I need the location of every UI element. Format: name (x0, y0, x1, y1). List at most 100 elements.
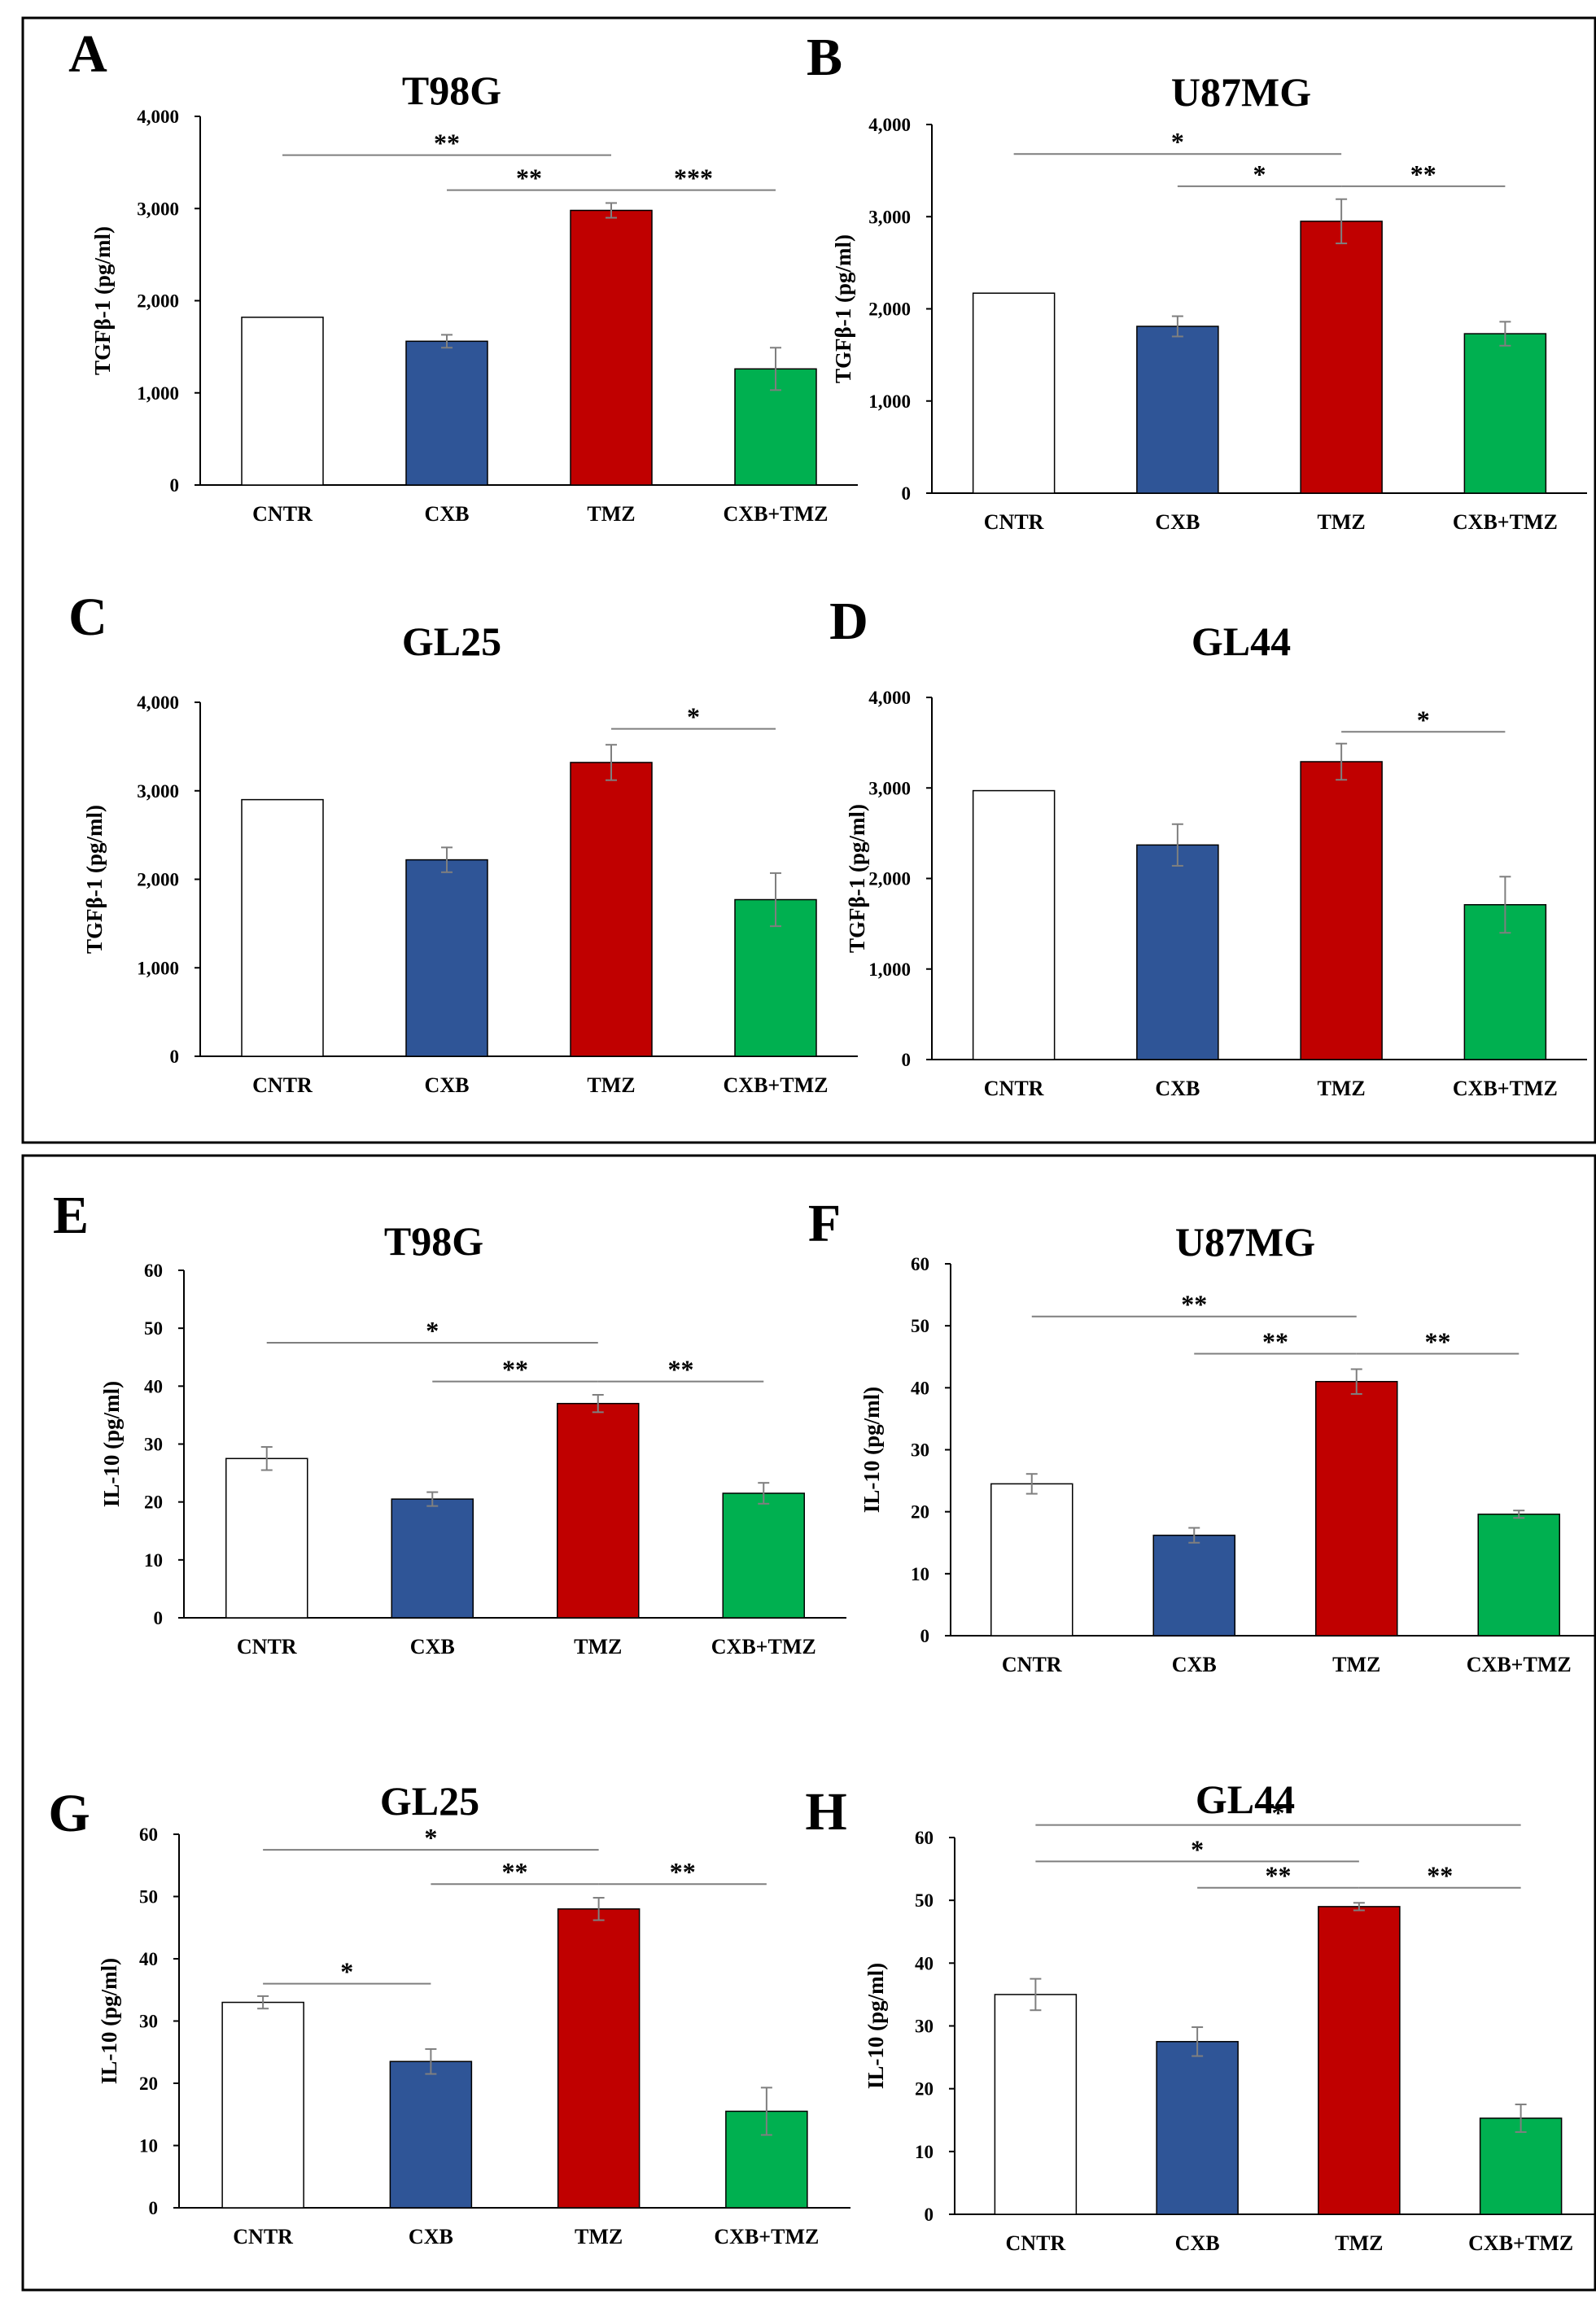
y-tick-label: 3,000 (137, 781, 179, 802)
bar (389, 2060, 473, 2209)
y-tick-label: 2,000 (868, 869, 911, 889)
y-tick-label: 40 (144, 1376, 163, 1396)
x-category-label: TMZ (574, 1635, 622, 1658)
bar (405, 859, 488, 1057)
x-category-label: CXB (1175, 2231, 1220, 2255)
significance-label: ** (670, 1857, 696, 1886)
chart-panel-h: H GL44 IL-10 (pg/ml) 0 10 20 30 40 50 60 CNTR CXB TM… (805, 1776, 1596, 2255)
y-tick-label: 0 (920, 1626, 930, 1646)
bar (241, 317, 324, 486)
significance-label: ** (1181, 1290, 1207, 1319)
y-tick-label: 50 (911, 1316, 929, 1336)
x-category-label: CXB (1155, 1077, 1200, 1100)
x-category-label: CXB+TMZ (714, 2225, 819, 2248)
x-category-label: CXB+TMZ (1453, 510, 1558, 534)
y-tick-label: 0 (170, 1047, 180, 1067)
significance-label: ** (516, 164, 542, 193)
y-tick-label: 0 (902, 1050, 912, 1070)
panel-letter: A (68, 24, 107, 84)
panel-letter: B (807, 28, 842, 87)
chart-panel-c: C GL25 TGFβ-1 (pg/ml) 0 1,000 2,000 3,000 4,000… (68, 588, 858, 1097)
chart-title: GL25 (402, 618, 501, 664)
x-category-label: CNTR (252, 502, 313, 526)
y-tick-label: 3,000 (137, 199, 179, 219)
y-tick-label: 30 (915, 2017, 934, 2037)
y-tick-label: 50 (139, 1887, 158, 1908)
y-axis-label: TGFβ-1 (pg/ml) (831, 234, 855, 383)
significance-label: * (1171, 127, 1184, 156)
x-category-label: CXB+TMZ (1467, 1653, 1572, 1676)
panel-letter: F (808, 1194, 841, 1253)
y-tick-label: 40 (915, 1953, 934, 1973)
y-tick-label: 1,000 (137, 383, 179, 404)
chart-title: GL44 (1192, 618, 1291, 664)
x-category-label: CXB+TMZ (724, 1073, 829, 1097)
chart-panel-a: A T98G TGFβ-1 (pg/ml) 0 1,000 2,000 3,000 4,000… (68, 24, 858, 526)
bar (1318, 1906, 1401, 2215)
significance-label: ** (1410, 160, 1436, 189)
y-tick-label: 4,000 (868, 115, 911, 135)
y-tick-label: 1,000 (868, 391, 911, 412)
y-axis-label: IL-10 (pg/ml) (859, 1387, 884, 1513)
y-tick-label: 4,000 (137, 107, 179, 127)
y-tick-label: 2,000 (137, 291, 179, 312)
y-tick-label: 0 (170, 475, 180, 496)
x-category-label: CNTR (252, 1073, 313, 1097)
chart-panel-e: E T98G IL-10 (pg/ml) 0 10 20 30 40 50 60 CNTR CXB TM… (53, 1186, 846, 1658)
chart-title: T98G (384, 1218, 483, 1264)
chart-title: U87MG (1171, 69, 1311, 115)
panel-letter: E (53, 1186, 89, 1245)
bar (972, 789, 1056, 1060)
significance-label: * (340, 1957, 353, 1986)
y-tick-label: 60 (915, 1828, 934, 1848)
y-tick-label: 50 (915, 1890, 934, 1911)
y-tick-label: 0 (925, 2205, 934, 2225)
x-category-label: CNTR (984, 1077, 1044, 1100)
panel-letter: C (68, 588, 107, 647)
significance-label: ** (434, 129, 460, 158)
x-category-label: CXB (409, 2225, 453, 2248)
x-category-label: CXB+TMZ (711, 1635, 816, 1658)
bar (557, 1908, 641, 2209)
panel-letter: H (805, 1782, 846, 1842)
y-tick-label: 10 (911, 1564, 929, 1584)
y-tick-label: 0 (149, 2198, 159, 2218)
bar (405, 340, 488, 486)
significance-label: ** (502, 1355, 528, 1384)
y-axis-label: TGFβ-1 (pg/ml) (82, 805, 107, 954)
bar (391, 1498, 474, 1619)
y-tick-label: 1,000 (868, 959, 911, 980)
y-axis-label: IL-10 (pg/ml) (99, 1381, 124, 1507)
x-category-label: CXB (1172, 1653, 1217, 1676)
bar (1477, 1513, 1560, 1637)
significance-label: ** (1262, 1326, 1288, 1356)
frame-il10 (21, 1154, 1596, 2292)
x-category-label: CXB (1155, 510, 1200, 534)
significance-label: * (426, 1316, 439, 1345)
y-tick-label: 50 (144, 1318, 163, 1339)
bar (241, 798, 324, 1057)
significance-label: ** (1425, 1326, 1451, 1356)
bar (225, 1457, 308, 1619)
bar (557, 1402, 640, 1619)
y-axis-label: IL-10 (pg/ml) (864, 1963, 888, 2089)
y-tick-label: 60 (144, 1261, 163, 1281)
y-tick-label: 20 (915, 2079, 934, 2100)
bar (972, 292, 1056, 494)
bar (1156, 2041, 1239, 2215)
y-tick-label: 0 (902, 483, 912, 504)
bar (990, 1483, 1073, 1637)
y-tick-label: 10 (915, 2142, 934, 2162)
x-category-label: CXB (410, 1635, 455, 1658)
chart-title: GL44 (1196, 1776, 1295, 1822)
y-tick-label: 40 (139, 1949, 158, 1969)
x-category-label: TMZ (575, 2225, 623, 2248)
chart-title: T98G (402, 68, 501, 113)
significance-label: * (424, 1823, 437, 1852)
x-category-label: CXB+TMZ (1468, 2231, 1573, 2255)
chart-panel-f: F U87MG IL-10 (pg/ml) 0 10 20 30 40 50 60 CNTR CXB T… (808, 1194, 1596, 1676)
panel-letter: G (48, 1784, 90, 1843)
x-category-label: TMZ (587, 1073, 635, 1097)
x-category-label: CNTR (237, 1635, 297, 1658)
